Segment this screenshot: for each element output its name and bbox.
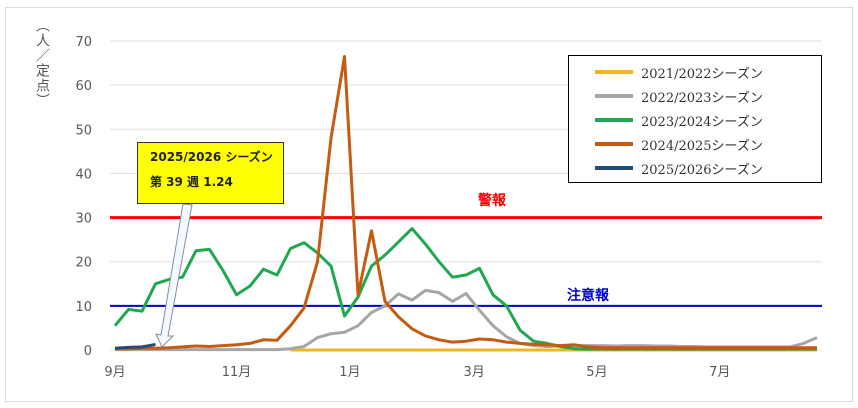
legend-swatch (595, 142, 633, 146)
legend-label: 2021/2022シーズン (641, 66, 763, 82)
x-tick-label: 11月 (222, 365, 252, 380)
annotation-season: 2025/2026 シーズン (150, 150, 273, 164)
y-tick-label: 0 (84, 344, 92, 359)
legend-item: 2025/2026シーズン (595, 156, 821, 180)
chart-frame (5, 7, 853, 402)
legend-item: 2024/2025シーズン (595, 132, 821, 156)
warning-label: 注意報 (567, 288, 609, 304)
series-line (113, 227, 817, 351)
y-tick-label: 30 (75, 212, 92, 227)
legend-label: 2024/2025シーズン (641, 138, 763, 154)
legend: 2021/2022シーズン 2022/2023シーズン 2023/2024シーズ… (568, 55, 822, 183)
y-tick-label: 60 (75, 79, 92, 94)
series-line (114, 343, 156, 350)
y-tick-label: 10 (75, 300, 92, 315)
y-tick-label: 20 (75, 256, 92, 271)
y-axis-label: （人／定点） (34, 18, 50, 108)
legend-label: 2022/2023シーズン (641, 90, 763, 106)
legend-label: 2025/2026シーズン (641, 162, 763, 178)
legend-swatch (595, 166, 633, 170)
x-tick-label: 9月 (104, 365, 125, 380)
legend-label: 2023/2024シーズン (641, 114, 763, 130)
series-line (115, 54, 817, 351)
x-tick-label: 1月 (339, 365, 360, 380)
annotation-callout: 2025/2026 シーズン 第 39 週 1.24 (137, 142, 284, 204)
legend-swatch (595, 118, 633, 122)
x-tick-label: 3月 (463, 365, 484, 380)
x-tick-label: 7月 (709, 365, 730, 380)
alert-label: 警報 (478, 193, 506, 209)
x-tick-label: 5月 (586, 365, 607, 380)
legend-item: 2022/2023シーズン (595, 84, 821, 108)
annotation-value: 第 39 週 1.24 (150, 175, 233, 189)
y-tick-label: 70 (75, 35, 92, 50)
arrow-icon (155, 203, 193, 348)
legend-item: 2023/2024シーズン (595, 108, 821, 132)
y-tick-label: 40 (75, 167, 92, 182)
legend-item: 2021/2022シーズン (595, 60, 821, 84)
legend-swatch (595, 70, 633, 74)
y-tick-label: 50 (75, 123, 92, 138)
legend-swatch (595, 94, 633, 98)
